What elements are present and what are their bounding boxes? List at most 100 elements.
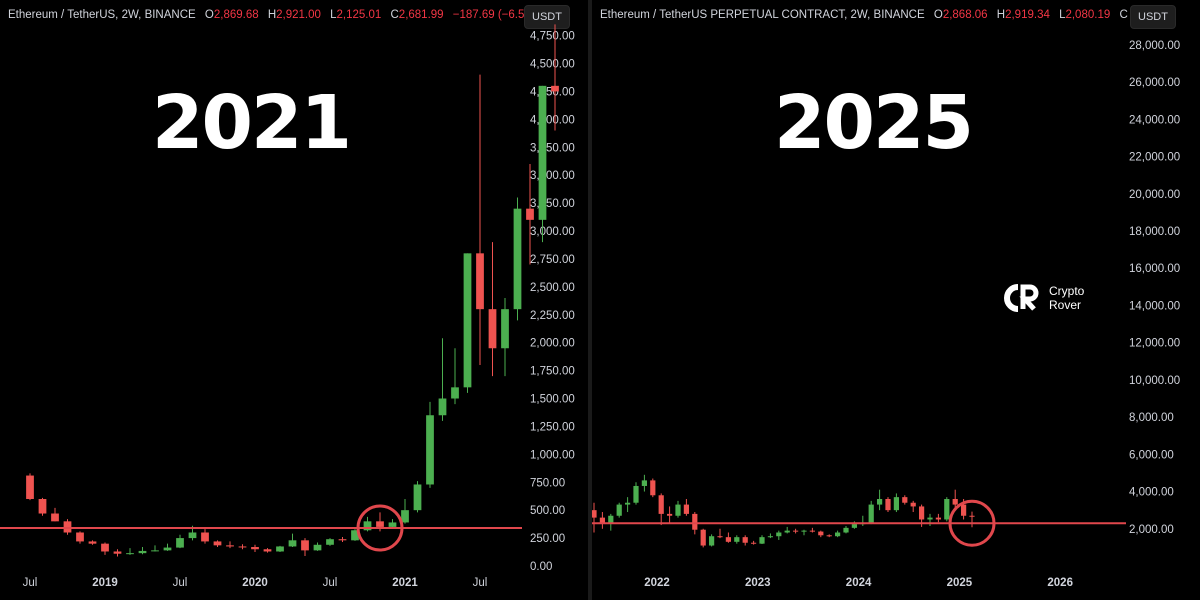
left-candle-body xyxy=(163,547,172,551)
right-candle-body xyxy=(893,497,900,511)
right-candle-body xyxy=(734,537,740,542)
left-candle-body xyxy=(401,510,409,523)
left-low-value: 2,125.01 xyxy=(336,9,382,21)
right-y-tick-label: 18,000.00 xyxy=(1129,226,1180,238)
right-chart-header: Ethereum / TetherUS PERPETUAL CONTRACT, … xyxy=(600,9,1128,21)
right-candle-body xyxy=(633,485,639,503)
left-candle-body xyxy=(551,85,559,92)
right-y-tick-label: 10,000.00 xyxy=(1129,375,1180,387)
left-candle-body xyxy=(213,541,222,546)
right-candle-body xyxy=(851,524,858,528)
left-candle-body xyxy=(438,398,447,416)
left-y-tick-label: 750.00 xyxy=(530,477,565,489)
left-overlay-year: 2021 xyxy=(152,80,352,166)
right-x-tick-label: 2026 xyxy=(1047,577,1073,589)
right-y-tick-label: 4,000.00 xyxy=(1129,487,1174,499)
left-y-tick-label: 1,500.00 xyxy=(530,394,575,406)
left-symbol[interactable]: Ethereum / TetherUS, 2W, BINANCE xyxy=(8,9,196,21)
right-y-tick-label: 22,000.00 xyxy=(1129,152,1180,164)
right-candle-body xyxy=(650,480,656,496)
left-candle-body xyxy=(113,551,122,554)
left-candle-body xyxy=(88,541,97,544)
left-candle-body xyxy=(338,539,347,541)
left-candle-body xyxy=(501,309,509,349)
right-y-tick-label: 16,000.00 xyxy=(1129,263,1180,275)
logo-line-2: Rover xyxy=(1049,298,1082,312)
right-x-tick-label: 2024 xyxy=(846,577,872,589)
right-y-tick-label: 20,000.00 xyxy=(1129,189,1180,201)
left-candle-body xyxy=(363,521,372,531)
right-candle-body xyxy=(641,480,648,486)
left-candle-body xyxy=(151,550,159,552)
right-candle-body xyxy=(759,537,765,544)
right-candle-body xyxy=(960,504,967,516)
left-candlestick-chart[interactable]: 0.00 250.00 500.00 750.00 1,000.00 1,250.00 1,… xyxy=(0,0,588,600)
right-high-value: 2,919.34 xyxy=(1005,9,1050,21)
left-y-tick-label: 4,750.00 xyxy=(530,31,575,43)
left-y-tick-label: 3,750.00 xyxy=(530,142,575,154)
right-low-label: L xyxy=(1059,9,1066,21)
right-candle-body xyxy=(885,499,891,511)
left-candle-body xyxy=(126,553,134,555)
left-y-tick-label: 1,250.00 xyxy=(530,421,575,433)
left-chart-header: Ethereum / TetherUS, 2W, BINANCE O2,869.… xyxy=(8,9,551,21)
right-x-tick-label: 2022 xyxy=(644,577,670,589)
right-candle-body xyxy=(843,527,849,533)
right-candle-body xyxy=(868,504,874,524)
left-high-value: 2,921.00 xyxy=(276,9,321,21)
left-x-tick-label: Jul xyxy=(23,577,38,589)
left-candle-body xyxy=(313,544,322,551)
right-currency-button[interactable]: USDT xyxy=(1130,5,1176,29)
left-candle-body xyxy=(476,253,484,310)
right-x-tick-label: 2023 xyxy=(745,577,771,589)
left-highlight-circle xyxy=(356,504,404,552)
left-x-tick-label: 2021 xyxy=(392,577,418,589)
right-candle-body xyxy=(801,530,807,532)
right-highlight-circle xyxy=(948,499,996,547)
right-open-value: 2,868.06 xyxy=(942,9,988,21)
right-candle-body xyxy=(834,532,841,537)
left-candle-body xyxy=(526,208,534,220)
left-candle-body xyxy=(188,532,197,539)
right-candle-body xyxy=(708,536,715,546)
right-candle-body xyxy=(776,532,782,537)
left-currency-button[interactable]: USDT xyxy=(524,5,570,29)
right-symbol[interactable]: Ethereum / TetherUS PERPETUAL CONTRACT, … xyxy=(600,9,925,21)
left-candle-body xyxy=(388,522,397,527)
left-y-tick-label: 1,000.00 xyxy=(530,449,575,461)
right-candle-body xyxy=(818,531,824,536)
left-x-tick-label: Jul xyxy=(323,577,338,589)
left-close-value: 2,681.99 xyxy=(398,9,444,21)
right-candle-body xyxy=(700,529,706,546)
left-x-tick-label: Jul xyxy=(473,577,488,589)
right-chart-panel: Ethereum / TetherUS PERPETUAL CONTRACT, … xyxy=(592,0,1200,600)
right-y-tick-label: 2,000.00 xyxy=(1129,524,1174,536)
right-candle-body xyxy=(767,536,774,538)
panel-divider[interactable] xyxy=(588,0,592,600)
left-candle-body xyxy=(51,513,59,522)
right-candle-body xyxy=(792,530,799,532)
right-candle-body xyxy=(666,513,673,516)
right-candlestick-chart[interactable]: 2,000.00 4,000.00 6,000.00 8,000.00 10,000.0… xyxy=(592,0,1200,600)
left-candle-body xyxy=(26,475,34,499)
left-candle-body xyxy=(63,521,72,533)
right-candle-body xyxy=(725,537,732,542)
left-y-tick-label: 1,750.00 xyxy=(530,366,575,378)
right-y-tick-label: 12,000.00 xyxy=(1129,338,1180,350)
left-y-tick-label: 2,000.00 xyxy=(530,338,575,350)
left-open-label: O xyxy=(204,9,214,21)
right-candle-body xyxy=(624,502,631,505)
crypto-rover-logo: Crypto Rover xyxy=(1003,283,1084,313)
left-candle-body xyxy=(513,208,522,310)
left-candle-body xyxy=(263,549,272,552)
right-candle-body xyxy=(910,502,916,507)
right-candle-body xyxy=(876,499,883,505)
left-y-tick-label: 3,000.00 xyxy=(530,226,575,238)
left-high-label: H xyxy=(267,9,277,21)
right-candle-body xyxy=(616,504,622,516)
left-candle-body xyxy=(288,540,297,547)
right-candle-body xyxy=(742,537,748,543)
left-y-tick-label: 4,000.00 xyxy=(530,114,575,126)
logo-line-1: Crypto xyxy=(1049,284,1085,298)
left-candle-body xyxy=(201,532,209,542)
